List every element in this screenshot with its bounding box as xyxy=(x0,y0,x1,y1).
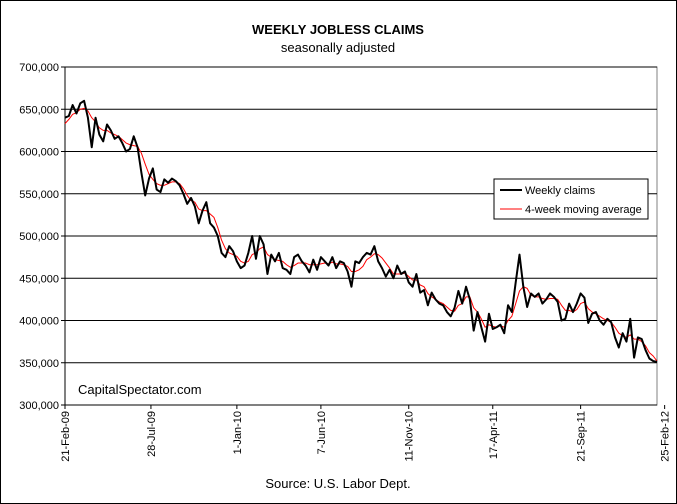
watermark-text: CapitalSpectator.com xyxy=(78,382,202,397)
x-tick-label: 17-Apr-11 xyxy=(488,411,500,459)
x-tick-label: 1-Jan-10 xyxy=(232,411,244,454)
y-tick-label: 650,000 xyxy=(19,104,59,116)
y-tick-label: 300,000 xyxy=(19,400,59,412)
x-tick-label: 11-Nov-10 xyxy=(404,411,416,462)
legend-label-weekly-claims: Weekly claims xyxy=(525,185,596,197)
x-tick-label: 28-Jul-09 xyxy=(146,411,158,457)
y-tick-label: 500,000 xyxy=(19,231,59,243)
x-tick-label: 7-Jun-10 xyxy=(316,411,328,454)
chart-subtitle: seasonally adjusted xyxy=(281,40,395,55)
y-tick-label: 450,000 xyxy=(19,273,59,285)
x-tick-label: 25-Feb-12 xyxy=(660,411,672,462)
series-line-moving-average xyxy=(64,107,658,362)
plot-area: 300,000 350,000 400,000 450,000 500,000 550,0… xyxy=(19,62,671,462)
x-tick-label: 21-Sep-11 xyxy=(576,411,588,462)
legend: Weekly claims 4-week moving average xyxy=(493,178,649,220)
legend-label-moving-average: 4-week moving average xyxy=(525,204,642,216)
y-tick-label: 700,000 xyxy=(19,62,59,74)
y-tick-label: 600,000 xyxy=(19,147,59,159)
y-tick-label: 350,000 xyxy=(19,358,59,370)
source-text: Source: U.S. Labor Dept. xyxy=(265,476,410,491)
series-line-weekly-claims xyxy=(64,99,658,363)
y-tick-label: 400,000 xyxy=(19,316,59,328)
legend-box xyxy=(493,178,649,220)
chart-title: WEEKLY JOBLESS CLAIMS xyxy=(252,22,424,37)
y-tick-label: 550,000 xyxy=(19,189,59,201)
x-tick-label: 21-Feb-09 xyxy=(60,411,72,462)
